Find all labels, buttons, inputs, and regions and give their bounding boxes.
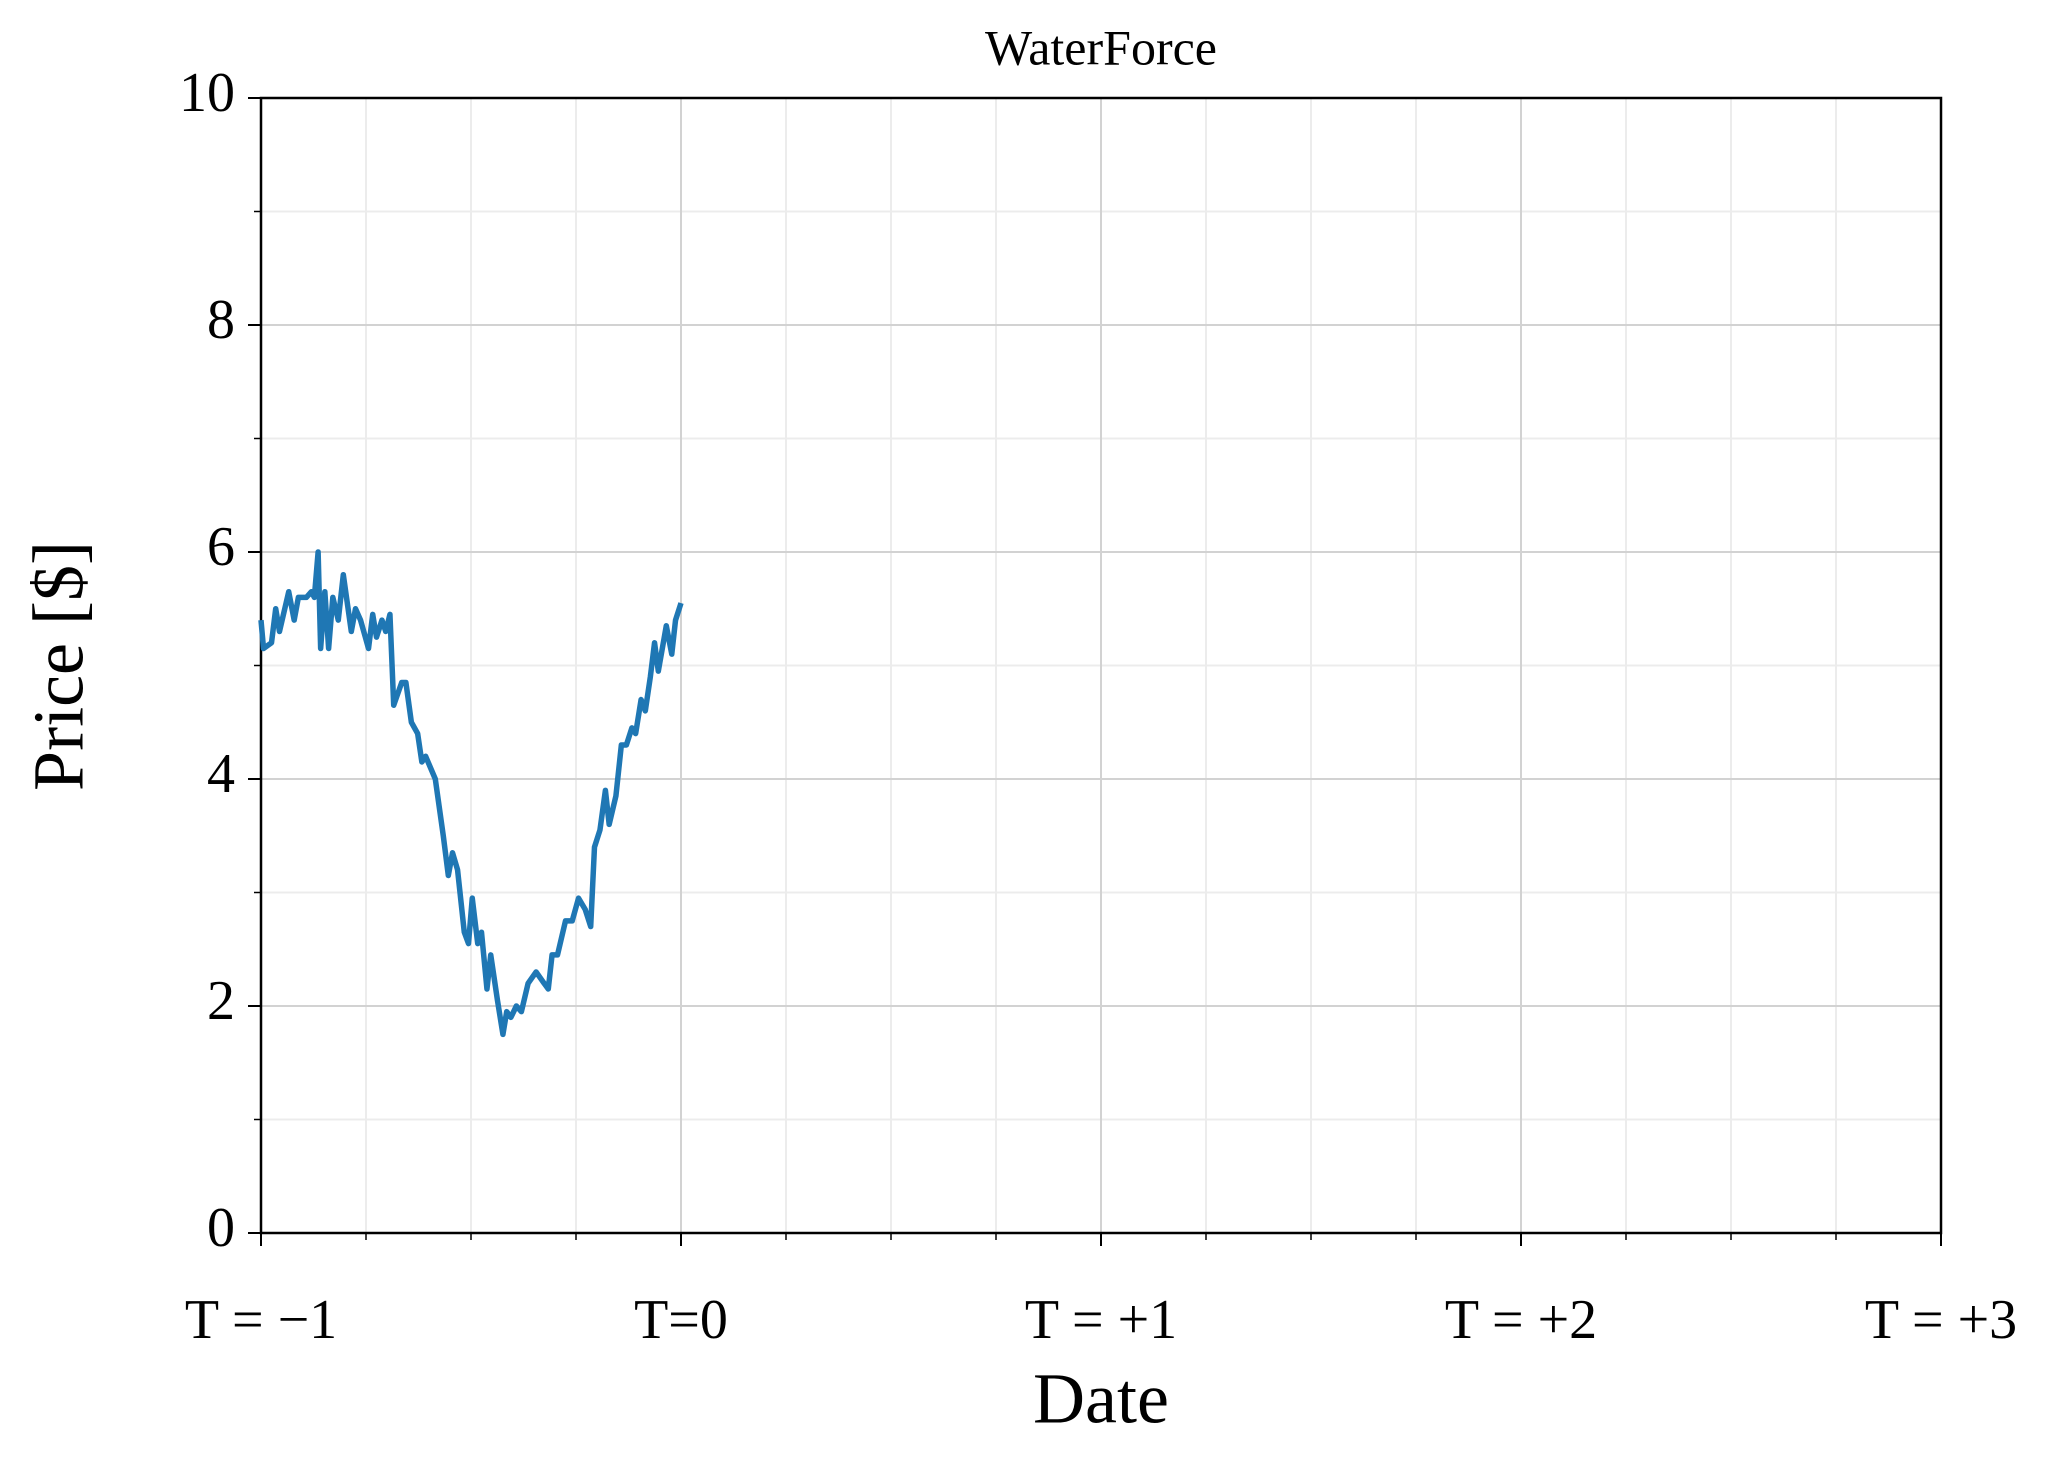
y-axis-label: Price [$] — [19, 541, 99, 791]
y-tick-label: 10 — [179, 62, 235, 124]
x-tick-label: T = −1 — [185, 1289, 337, 1351]
plot-frame — [259, 96, 1943, 1235]
y-tick-label: 2 — [207, 970, 235, 1032]
y-tick-label: 4 — [207, 743, 235, 805]
chart-title: WaterForce — [985, 19, 1217, 75]
x-tick-label: T = +2 — [1445, 1289, 1597, 1351]
x-tick-label: T = +1 — [1025, 1289, 1177, 1351]
y-tick-label: 6 — [207, 516, 235, 578]
y-tick-label: 0 — [207, 1197, 235, 1259]
x-tick-label: T=0 — [634, 1289, 728, 1351]
price-line — [258, 549, 684, 1038]
x-axis-label: Date — [1033, 1359, 1169, 1439]
y-tick-label: 8 — [207, 289, 235, 351]
x-tick-label: T = +3 — [1865, 1289, 2017, 1351]
